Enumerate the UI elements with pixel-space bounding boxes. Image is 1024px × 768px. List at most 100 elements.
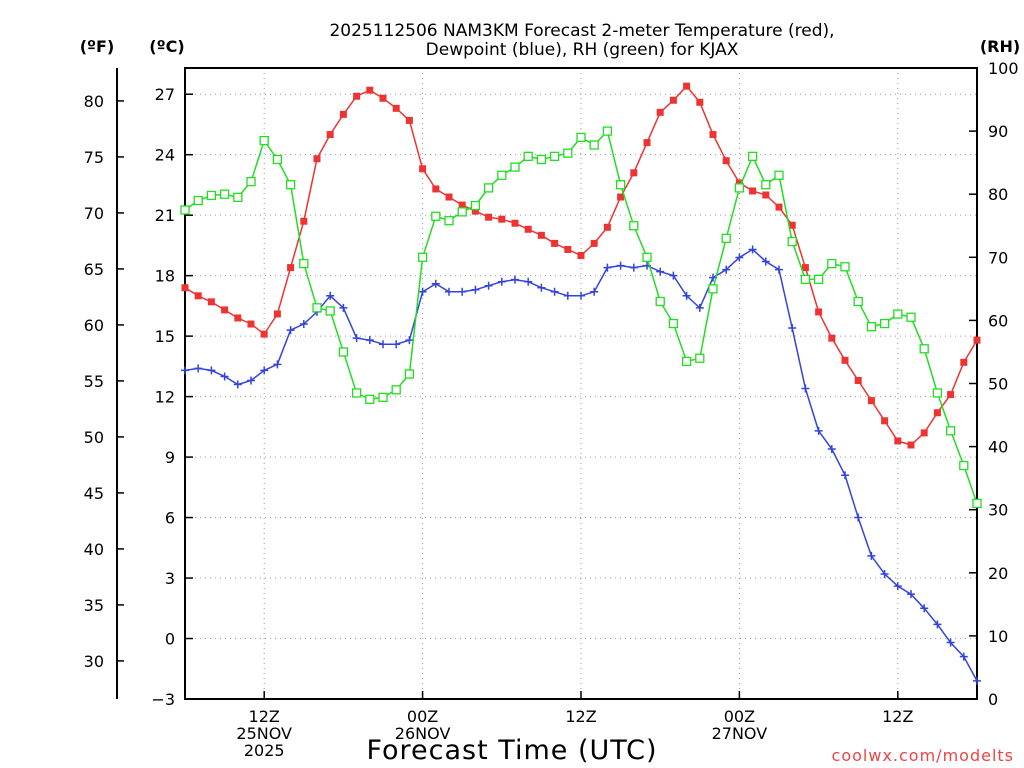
dewpoint-point	[761, 257, 770, 266]
temperature-point	[973, 336, 981, 344]
dewpoint-point	[194, 364, 203, 373]
dewpoint-point	[629, 263, 638, 272]
temperature-point	[405, 116, 413, 124]
time-tick-label: 12Z	[249, 707, 280, 726]
rh-point	[589, 140, 599, 150]
fahrenheit-tick-label: 40	[84, 540, 104, 559]
rh-point	[615, 180, 626, 190]
dewpoint-point	[695, 303, 704, 312]
time-tick-label: 00Z	[407, 707, 438, 726]
chart-title-line-2: Dewpoint (blue), RH (green) for KJAX	[426, 40, 739, 60]
temperature-point	[788, 221, 796, 229]
temperature-point	[247, 320, 255, 328]
dewpoint-point	[748, 245, 757, 254]
fahrenheit-axis: 30 35 40 45 50 55 60 65 70 75 80	[84, 92, 124, 671]
celsius-axis: −3 0 3 6 9 12 15 18 21 24 27	[151, 85, 193, 709]
dewpoint-point	[973, 676, 981, 685]
dewpoint-point	[933, 620, 942, 629]
temperature-point	[722, 157, 730, 165]
rh-point	[417, 252, 428, 262]
dewpoint-point	[524, 277, 533, 286]
temperature-point	[775, 203, 783, 211]
rh-point	[444, 216, 454, 226]
fahrenheit-tick-label: 65	[84, 260, 104, 279]
temperature-point	[854, 376, 862, 384]
fahrenheit-tick-label: 80	[84, 92, 104, 111]
dewpoint-point	[722, 265, 731, 274]
rh-tick-label: 60	[988, 311, 1008, 330]
rh-point	[813, 274, 824, 285]
rh-unit-label: (RH)	[980, 37, 1020, 56]
temperature-point	[656, 108, 664, 116]
rh-point	[655, 296, 665, 307]
rh-point	[404, 369, 415, 379]
celsius-tick-label: −3	[151, 690, 175, 709]
rh-point	[840, 262, 850, 272]
celsius-tick-label: 6	[165, 509, 175, 528]
watermark: coolwx.com/modelts	[832, 746, 1014, 765]
rh-point	[549, 151, 560, 161]
dewpoint-point	[220, 372, 229, 381]
dewpoint-point	[550, 287, 559, 296]
fahrenheit-tick-label: 45	[84, 484, 104, 503]
rh-point	[497, 170, 507, 180]
rh-point	[259, 135, 269, 146]
rh-point	[853, 296, 863, 307]
rh-point	[681, 356, 692, 367]
rh-point	[576, 132, 586, 143]
temperature-point	[841, 356, 849, 364]
rh-point	[285, 180, 296, 190]
dewpoint-point	[537, 283, 546, 292]
rh-point	[642, 252, 652, 262]
temperature-point	[273, 310, 281, 318]
time-tick-label: 12Z	[565, 707, 596, 726]
dewpoint-line	[184, 248, 978, 682]
temperature-point	[419, 165, 427, 173]
rh-tick-label: 40	[988, 438, 1008, 457]
rh-point	[695, 353, 705, 363]
rh-point	[734, 183, 745, 193]
rh-point	[747, 151, 758, 161]
dewpoint-point	[273, 360, 282, 369]
fahrenheit-tick-label: 30	[84, 652, 104, 671]
temperature-point	[260, 330, 268, 338]
fahrenheit-tick-label: 55	[84, 372, 104, 391]
rh-point	[945, 426, 956, 436]
time-tick-label: 26NOV	[395, 724, 451, 743]
temperature-point	[379, 94, 387, 102]
rh-tick-label: 80	[988, 185, 1008, 204]
dewpoint-point	[286, 326, 295, 335]
rh-point	[233, 192, 243, 203]
rh-point	[629, 221, 639, 231]
rh-tick-label: 20	[988, 564, 1008, 583]
dewpoint-point	[379, 340, 387, 349]
dewpoint-point	[497, 277, 506, 286]
dewpoint-point	[458, 287, 467, 296]
temperature-point	[511, 219, 519, 227]
rh-point	[787, 236, 797, 247]
temperature-point	[207, 298, 215, 306]
rh-point	[761, 180, 771, 190]
temperature-point	[300, 217, 308, 225]
dewpoint-point	[880, 570, 889, 579]
time-tick-label: 00Z	[724, 707, 755, 726]
celsius-tick-label: 24	[155, 146, 175, 165]
dewpoint-point	[365, 336, 374, 345]
temperature-point	[326, 131, 334, 139]
dewpoint-point	[511, 275, 519, 284]
series-rh	[180, 126, 982, 509]
temperature-point	[194, 292, 202, 300]
rh-point	[879, 318, 890, 329]
temperature-point	[458, 201, 466, 209]
temperature-point	[485, 213, 493, 221]
dewpoint-point	[946, 638, 955, 647]
rh-tick-label: 10	[988, 627, 1008, 646]
dewpoint-point	[577, 291, 585, 300]
temperature-point	[366, 86, 374, 94]
dewpoint-point	[392, 340, 401, 349]
celsius-tick-label: 9	[165, 448, 175, 467]
temperature-point	[353, 92, 361, 100]
temperature-point	[181, 284, 189, 292]
temperature-point	[709, 131, 717, 139]
dewpoint-point	[299, 320, 308, 329]
